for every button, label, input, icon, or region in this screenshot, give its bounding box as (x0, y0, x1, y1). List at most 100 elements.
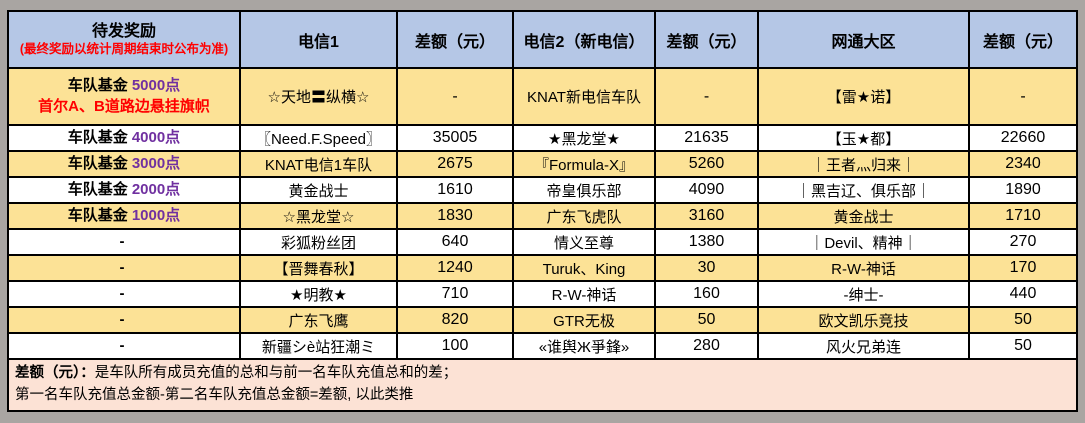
fund-label: - (119, 258, 125, 276)
diff-cell: 22660 (968, 124, 1078, 152)
reward-cell: - (7, 228, 241, 256)
note-line2: 第一名车队充值总金额-第二名车队充值总金额=差额, 以此类推 (15, 387, 414, 403)
table-row: - 广东飞鹰 820 GTR无极 50 欧文凯乐竞技 50 (7, 306, 1078, 334)
reward-cell: 车队基金 2000点 (7, 176, 241, 204)
fund-label: 车队基金 (67, 206, 128, 224)
table-row: - ★明教★ 710 R-W-神话 160 -绅士- 440 (7, 280, 1078, 308)
diff-cell: 710 (396, 280, 514, 308)
header-row: 待发奖励 (最终奖励以统计周期结束时公布为准) 电信1 差额（元） 电信2（新电… (7, 10, 1078, 69)
team-cell: 风火兄弟连 (757, 332, 970, 360)
team-cell: 情义至尊 (512, 228, 656, 256)
team-cell: 黄金战士 (757, 202, 970, 230)
team-cell: ★明教★ (239, 280, 398, 308)
header-telecom2: 电信2（新电信） (512, 10, 656, 69)
team-cell: 广东飞虎队 (512, 202, 656, 230)
diff-cell: 2340 (968, 150, 1078, 178)
team-cell: 彩狐粉丝团 (239, 228, 398, 256)
diff-cell: 820 (396, 306, 514, 334)
team-cell: KNAT电信1车队 (239, 150, 398, 178)
fund-label: 车队基金 (67, 128, 128, 146)
diff-cell: 1610 (396, 176, 514, 204)
team-cell: ｜王者灬归来｜ (757, 150, 970, 178)
fund-points: 4000点 (131, 128, 181, 146)
team-cell: ｜黑吉辽、俱乐部｜ (757, 176, 970, 204)
team-cell: R-W-神话 (512, 280, 656, 308)
note-line1: 是车队所有成员充值的总和与前一名车队充值总和的差； (94, 365, 458, 382)
footnote-row: 差额（元）：是车队所有成员充值的总和与前一名车队充值总和的差； 第一名车队充值总… (7, 358, 1078, 412)
header-netcom: 网通大区 (757, 10, 970, 69)
diff-cell: 160 (654, 280, 759, 308)
table-row: 车队基金 4000点 〖Need.F.Speed〗 35005 ★黑龙堂★ 216… (7, 124, 1078, 152)
diff-cell: 50 (968, 306, 1078, 334)
reward-cell: 车队基金 1000点 (7, 202, 241, 230)
fund-label: - (119, 310, 125, 328)
team-cell: 广东飞鹰 (239, 306, 398, 334)
header-diff3: 差额（元） (968, 10, 1078, 69)
diff-cell: 440 (968, 280, 1078, 308)
fund-label: 车队基金 (67, 180, 128, 198)
table-row: 车队基金 5000点 首尔A、B道路边悬挂旗帜 ☆天地〓纵横☆ - KNAT新电信… (7, 67, 1078, 126)
reward-cell: - (7, 280, 241, 308)
diff-cell: 1380 (654, 228, 759, 256)
header-diff2: 差额（元） (654, 10, 759, 69)
diff-cell: 5260 (654, 150, 759, 178)
fund-label: 车队基金 (67, 77, 128, 95)
fund-points: 3000点 (131, 154, 181, 172)
diff-explanation: 差额（元）：是车队所有成员充值的总和与前一名车队充值总和的差； 第一名车队充值总… (7, 358, 1078, 412)
diff-cell: 170 (968, 254, 1078, 282)
header-telecom1: 电信1 (239, 10, 398, 69)
team-cell: R-W-神话 (757, 254, 970, 282)
table-row: - 新疆シè站狂潮ミ 100 «谁舆Ж爭鋒» 280 风火兄弟连 50 (7, 332, 1078, 360)
header-reward-subtitle: (最终奖励以统计周期结束时公布为准) (19, 41, 229, 56)
team-cell: 新疆シè站狂潮ミ (239, 332, 398, 360)
diff-cell: - (968, 67, 1078, 126)
diff-cell: 640 (396, 228, 514, 256)
diff-cell: 1890 (968, 176, 1078, 204)
team-cell: KNAT新电信车队 (512, 67, 656, 126)
reward-diff-table: 待发奖励 (最终奖励以统计周期结束时公布为准) 电信1 差额（元） 电信2（新电… (7, 10, 1078, 412)
diff-cell: 1830 (396, 202, 514, 230)
team-cell: 【晋舞春秋】 (239, 254, 398, 282)
diff-cell: 35005 (396, 124, 514, 152)
reward-cell: 车队基金 5000点 首尔A、B道路边悬挂旗帜 (7, 67, 241, 126)
fund-points: 1000点 (131, 206, 181, 224)
table-row: 车队基金 3000点 KNAT电信1车队 2675 『Formula-X』 526… (7, 150, 1078, 178)
team-cell: 〖Need.F.Speed〗 (239, 124, 398, 152)
table-row: - 彩狐粉丝团 640 情义至尊 1380 ｜Devil、精神｜ 270 (7, 228, 1078, 256)
reward-cell: 车队基金 3000点 (7, 150, 241, 178)
fund-label: - (119, 232, 125, 250)
fund-extra: 首尔A、B道路边悬挂旗帜 (38, 97, 210, 115)
team-cell: ★黑龙堂★ (512, 124, 656, 152)
team-cell: ｜Devil、精神｜ (757, 228, 970, 256)
team-cell: Turuk、King (512, 254, 656, 282)
team-cell: 欧文凯乐竞技 (757, 306, 970, 334)
header-diff1: 差额（元） (396, 10, 514, 69)
reward-cell: - (7, 306, 241, 334)
table-row: 车队基金 2000点 黄金战士 1610 帝皇俱乐部 4090 ｜黑吉辽、俱乐部｜… (7, 176, 1078, 204)
header-reward-title: 待发奖励 (91, 22, 156, 40)
diff-cell: 50 (968, 332, 1078, 360)
diff-cell: 100 (396, 332, 514, 360)
diff-cell: - (654, 67, 759, 126)
header-reward: 待发奖励 (最终奖励以统计周期结束时公布为准) (7, 10, 241, 69)
diff-cell: 50 (654, 306, 759, 334)
team-cell: ☆黑龙堂☆ (239, 202, 398, 230)
team-cell: 帝皇俱乐部 (512, 176, 656, 204)
fund-label: - (119, 336, 125, 354)
diff-cell: 21635 (654, 124, 759, 152)
team-cell: «谁舆Ж爭鋒» (512, 332, 656, 360)
fund-points: 2000点 (131, 180, 181, 198)
reward-cell: - (7, 332, 241, 360)
team-cell: 黄金战士 (239, 176, 398, 204)
fund-label: - (119, 284, 125, 302)
reward-cell: 车队基金 4000点 (7, 124, 241, 152)
diff-cell: 4090 (654, 176, 759, 204)
team-cell: ☆天地〓纵横☆ (239, 67, 398, 126)
team-cell: 『Formula-X』 (512, 150, 656, 178)
table-row: 车队基金 1000点 ☆黑龙堂☆ 1830 广东飞虎队 3160 黄金战士 171… (7, 202, 1078, 230)
team-cell: -绅士- (757, 280, 970, 308)
diff-cell: 280 (654, 332, 759, 360)
diff-cell: 270 (968, 228, 1078, 256)
team-cell: 【玉★都】 (757, 124, 970, 152)
